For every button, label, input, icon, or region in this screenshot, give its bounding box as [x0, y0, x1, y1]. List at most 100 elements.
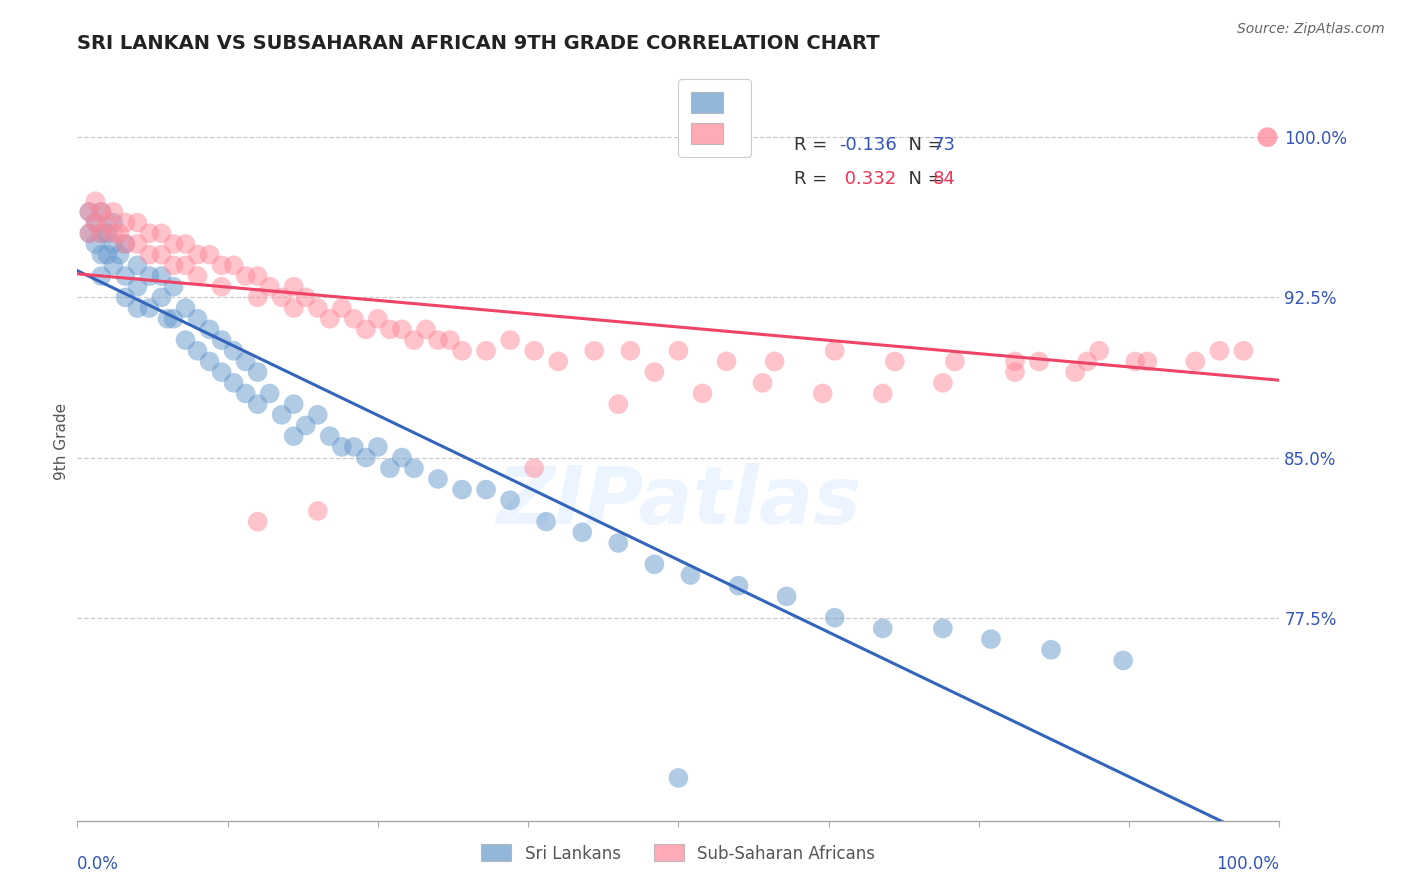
Point	[1112, 653, 1135, 667]
Point	[378, 461, 401, 475]
Point	[127, 216, 149, 230]
Point	[607, 397, 630, 411]
Point	[84, 216, 107, 230]
Point	[211, 258, 233, 272]
Point	[294, 418, 316, 433]
Point	[162, 311, 184, 326]
Point	[1256, 130, 1278, 145]
Point	[319, 311, 342, 326]
Point	[108, 227, 131, 241]
Point	[451, 343, 474, 358]
Point	[246, 268, 269, 283]
Point	[727, 579, 749, 593]
Point	[90, 227, 112, 241]
Text: 84: 84	[932, 170, 955, 188]
Point	[186, 247, 209, 261]
Point	[198, 322, 221, 336]
Point	[96, 247, 118, 261]
Point	[475, 343, 498, 358]
Point	[307, 301, 329, 315]
Text: 0.0%: 0.0%	[77, 855, 120, 872]
Point	[84, 216, 107, 230]
Point	[1004, 365, 1026, 379]
Point	[583, 343, 606, 358]
Point	[811, 386, 834, 401]
Point	[259, 279, 281, 293]
Point	[103, 258, 125, 272]
Point	[319, 429, 342, 443]
Point	[138, 301, 160, 315]
Point	[283, 279, 305, 293]
Point	[571, 525, 593, 540]
Point	[270, 408, 292, 422]
Point	[114, 216, 136, 230]
Point	[451, 483, 474, 497]
Point	[523, 461, 546, 475]
Point	[162, 279, 184, 293]
Point	[90, 268, 112, 283]
Point	[108, 247, 131, 261]
Point	[246, 515, 269, 529]
Point	[174, 333, 197, 347]
Point	[211, 365, 233, 379]
Point	[824, 611, 846, 625]
Text: R =: R =	[794, 136, 834, 153]
Point	[679, 568, 702, 582]
Point	[222, 258, 245, 272]
Point	[547, 354, 569, 368]
Point	[932, 376, 955, 390]
Point	[84, 237, 107, 252]
Point	[222, 343, 245, 358]
Point	[607, 536, 630, 550]
Point	[367, 440, 389, 454]
Point	[283, 301, 305, 315]
Point	[186, 343, 209, 358]
Point	[84, 194, 107, 209]
Point	[534, 515, 557, 529]
Point	[619, 343, 641, 358]
Point	[114, 268, 136, 283]
Point	[211, 279, 233, 293]
Point	[79, 227, 101, 241]
Point	[235, 268, 257, 283]
Point	[162, 237, 184, 252]
Point	[1040, 642, 1063, 657]
Point	[330, 440, 353, 454]
Point	[643, 558, 665, 572]
Text: 100.0%: 100.0%	[1216, 855, 1279, 872]
Point	[378, 322, 401, 336]
Point	[138, 247, 160, 261]
Point	[270, 290, 292, 304]
Point	[692, 386, 714, 401]
Point	[1208, 343, 1230, 358]
Point	[138, 268, 160, 283]
Point	[1256, 130, 1278, 145]
Point	[668, 343, 690, 358]
Point	[198, 247, 221, 261]
Point	[824, 343, 846, 358]
Point	[138, 227, 160, 241]
Point	[90, 205, 112, 219]
Text: SRI LANKAN VS SUBSAHARAN AFRICAN 9TH GRADE CORRELATION CHART: SRI LANKAN VS SUBSAHARAN AFRICAN 9TH GRA…	[77, 34, 880, 53]
Text: N =: N =	[897, 170, 949, 188]
Point	[127, 279, 149, 293]
Point	[1232, 343, 1254, 358]
Point	[90, 247, 112, 261]
Point	[932, 622, 955, 636]
Point	[367, 311, 389, 326]
Point	[427, 472, 450, 486]
Point	[198, 354, 221, 368]
Point	[1184, 354, 1206, 368]
Point	[439, 333, 461, 347]
Point	[523, 343, 546, 358]
Text: R =: R =	[794, 170, 834, 188]
Point	[127, 237, 149, 252]
Point	[415, 322, 437, 336]
Point	[402, 333, 425, 347]
Point	[222, 376, 245, 390]
Point	[1064, 365, 1087, 379]
Point	[150, 247, 173, 261]
Point	[1088, 343, 1111, 358]
Point	[96, 216, 118, 230]
Point	[246, 365, 269, 379]
